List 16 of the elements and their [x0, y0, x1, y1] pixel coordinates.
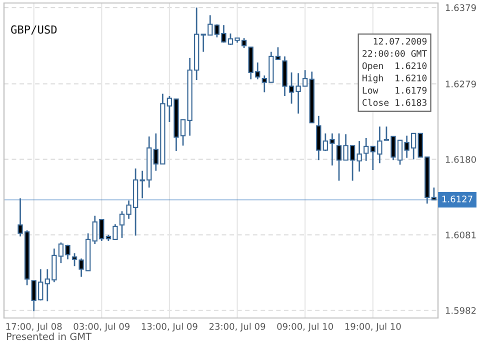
- candlestick: [431, 186, 437, 200]
- x-tick-label: 09:00, Jul 10: [277, 322, 333, 332]
- annotation: 12.07.2009 22:00:00 GMT Open 1.6210 High 1.6210 Low 1.6179 Close 1.6183: [362, 38, 427, 106]
- text: Presented in GMT: [6, 332, 92, 340]
- x-tick-label: 03:00, Jul 09: [74, 322, 130, 332]
- y-tick-label: 1.5982: [446, 307, 476, 314]
- text: GBP/USD: [11, 25, 57, 35]
- x-tick-label: 17:00, Jul 08: [6, 322, 62, 332]
- y-tick-label: 1.6180: [446, 156, 476, 163]
- y-tick-label: 1.6379: [446, 4, 476, 12]
- y-tick-label: 1.6279: [446, 80, 476, 88]
- x-tick-label: 19:00, Jul 10: [345, 322, 401, 332]
- y-tick-label: 1.6081: [446, 232, 476, 238]
- ref-line-label: 1.6127: [442, 196, 472, 202]
- x-tick-label: 13:00, Jul 09: [142, 322, 198, 332]
- x-tick-label: 23:00, Jul 09: [209, 322, 266, 332]
